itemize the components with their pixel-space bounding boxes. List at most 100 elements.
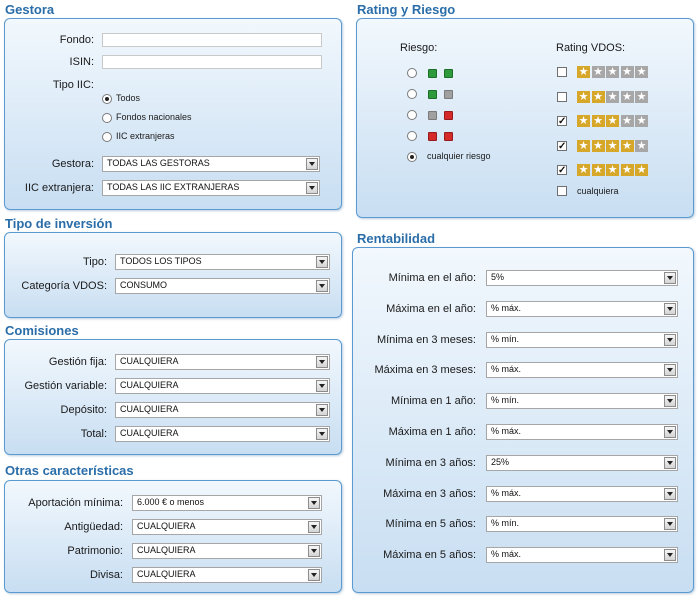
chevron-down-icon[interactable] (664, 456, 676, 469)
tipo-iic-radio-todos[interactable] (102, 94, 112, 104)
rentabilidad-1-select-value: % máx. (491, 302, 522, 313)
rentabilidad-0-label: Mínima en el año: (388, 272, 476, 284)
star-icon: ★ (620, 90, 634, 103)
otras-0-select[interactable]: 6.000 € o menos (132, 495, 322, 511)
gestora-select-value: TODAS LAS GESTORAS (107, 158, 210, 168)
section-title-tipo-inversion: Tipo de inversión (5, 216, 113, 231)
comision-3-label: Total: (80, 428, 107, 440)
comision-2-select[interactable]: CUALQUIERA (115, 402, 330, 418)
riesgo-radio-4[interactable] (407, 131, 417, 141)
chevron-down-icon[interactable] (316, 356, 328, 368)
rentabilidad-3-select[interactable]: % máx. (486, 362, 678, 379)
chevron-down-icon[interactable] (664, 487, 676, 500)
chevron-down-icon[interactable] (308, 497, 320, 509)
chevron-down-icon[interactable] (664, 549, 676, 562)
chevron-down-icon[interactable] (664, 333, 676, 346)
tipo-iic-radio-nacionales[interactable] (102, 113, 112, 123)
categoria-select[interactable]: CONSUMO (115, 278, 330, 294)
rentabilidad-3-select-value: % máx. (491, 364, 522, 375)
star-icon: ★ (591, 115, 605, 127)
chevron-down-icon[interactable] (306, 158, 318, 170)
chevron-down-icon[interactable] (664, 518, 676, 531)
rentabilidad-6-label: Mínima en 3 años: (385, 456, 477, 469)
otras-1-label: Antigüedad: (64, 521, 123, 533)
riesgo-radio-cualquier[interactable] (407, 152, 417, 162)
comision-3-select[interactable]: CUALQUIERA (115, 426, 330, 442)
tipo-label: Tipo: (82, 256, 107, 268)
risk-square-icon (444, 90, 453, 99)
comision-0-label: Gestión fija: (48, 356, 107, 368)
star-icon: ★ (635, 115, 648, 127)
star-icon: ★ (635, 90, 648, 103)
section-title-rating: Rating y Riesgo (357, 2, 456, 17)
comision-1-label: Gestión variable: (24, 380, 107, 392)
rentabilidad-8-label: Mínima en 5 años: (385, 518, 477, 531)
star-icon: ★ (591, 90, 605, 103)
chevron-down-icon[interactable] (316, 404, 328, 416)
chevron-down-icon[interactable] (308, 569, 320, 581)
gestora-label: Gestora: (51, 158, 94, 170)
rating-checkbox-1[interactable] (557, 67, 567, 77)
tipo-select-value: TODOS LOS TIPOS (120, 256, 202, 266)
rentabilidad-9-label: Máxima en 5 años: (383, 549, 476, 562)
section-title-otras: Otras características (5, 463, 134, 478)
rentabilidad-1-label: Máxima en el año: (386, 302, 476, 315)
section-title-rentabilidad: Rentabilidad (357, 231, 436, 246)
comision-3-select-value: CUALQUIERA (120, 428, 179, 438)
rating-checkbox-cualquiera[interactable] (557, 186, 567, 196)
otras-3-label: Divisa: (89, 569, 123, 581)
chevron-down-icon[interactable] (308, 521, 320, 533)
chevron-down-icon[interactable] (664, 302, 676, 315)
risk-square-icon (428, 111, 437, 120)
isin-input[interactable] (102, 55, 322, 69)
chevron-down-icon[interactable] (664, 272, 676, 284)
otras-1-select[interactable]: CUALQUIERA (132, 519, 322, 535)
chevron-down-icon[interactable] (308, 545, 320, 557)
star-icon: ★ (620, 115, 634, 127)
otras-3-select[interactable]: CUALQUIERA (132, 567, 322, 583)
categoria-select-value: CONSUMO (120, 280, 167, 290)
rating-checkbox-3[interactable]: ✓ (557, 116, 567, 127)
rentabilidad-9-select[interactable]: % máx. (486, 547, 678, 564)
otras-2-select[interactable]: CUALQUIERA (132, 543, 322, 559)
comision-1-select[interactable]: CUALQUIERA (115, 378, 330, 394)
star-icon: ★ (577, 115, 590, 127)
riesgo-radio-1[interactable] (407, 68, 417, 78)
chevron-down-icon[interactable] (316, 256, 328, 268)
rentabilidad-0-select[interactable]: 5% (486, 270, 678, 286)
risk-square-icon (444, 69, 453, 78)
tipo-select[interactable]: TODOS LOS TIPOS (115, 254, 330, 270)
star-icon: ★ (606, 164, 619, 176)
rentabilidad-5-select[interactable]: % máx. (486, 424, 678, 440)
chevron-down-icon[interactable] (664, 395, 676, 408)
otras-3-select-value: CUALQUIERA (137, 569, 196, 579)
star-icon: ★ (591, 139, 605, 152)
riesgo-radio-3[interactable] (407, 110, 417, 120)
comision-0-select[interactable]: CUALQUIERA (115, 354, 330, 370)
rating-checkbox-4[interactable]: ✓ (557, 140, 567, 152)
tipo-iic-option-label: Fondos nacionales (116, 112, 192, 122)
chevron-down-icon[interactable] (664, 426, 676, 438)
rentabilidad-4-label: Mínima en 1 año: (391, 395, 476, 408)
rentabilidad-6-select[interactable]: 25% (486, 454, 678, 471)
chevron-down-icon[interactable] (316, 280, 328, 292)
otras-0-label: Aportación mínima: (28, 497, 123, 509)
rating-vdos-label: Rating VDOS: (556, 42, 626, 54)
rentabilidad-7-select[interactable]: % máx. (486, 485, 678, 502)
gestora-select[interactable]: TODAS LAS GESTORAS (102, 156, 320, 172)
chevron-down-icon[interactable] (316, 380, 328, 392)
rentabilidad-8-select[interactable]: % mín. (486, 516, 678, 533)
rentabilidad-4-select[interactable]: % mín. (486, 393, 678, 410)
rating-checkbox-2[interactable] (557, 91, 567, 102)
iic-extranjera-select[interactable]: TODAS LAS IIC EXTRANJERAS (102, 180, 320, 196)
rentabilidad-2-select[interactable]: % mín. (486, 331, 678, 348)
chevron-down-icon[interactable] (664, 364, 676, 377)
fondo-input[interactable] (102, 33, 322, 47)
riesgo-radio-2[interactable] (407, 89, 417, 99)
rating-checkbox-5[interactable]: ✓ (557, 165, 567, 176)
chevron-down-icon[interactable] (306, 182, 318, 194)
categoria-label: Categoría VDOS: (21, 280, 107, 292)
chevron-down-icon[interactable] (316, 428, 328, 440)
rentabilidad-1-select[interactable]: % máx. (486, 300, 678, 317)
tipo-iic-radio-extranjeras[interactable] (102, 132, 112, 142)
